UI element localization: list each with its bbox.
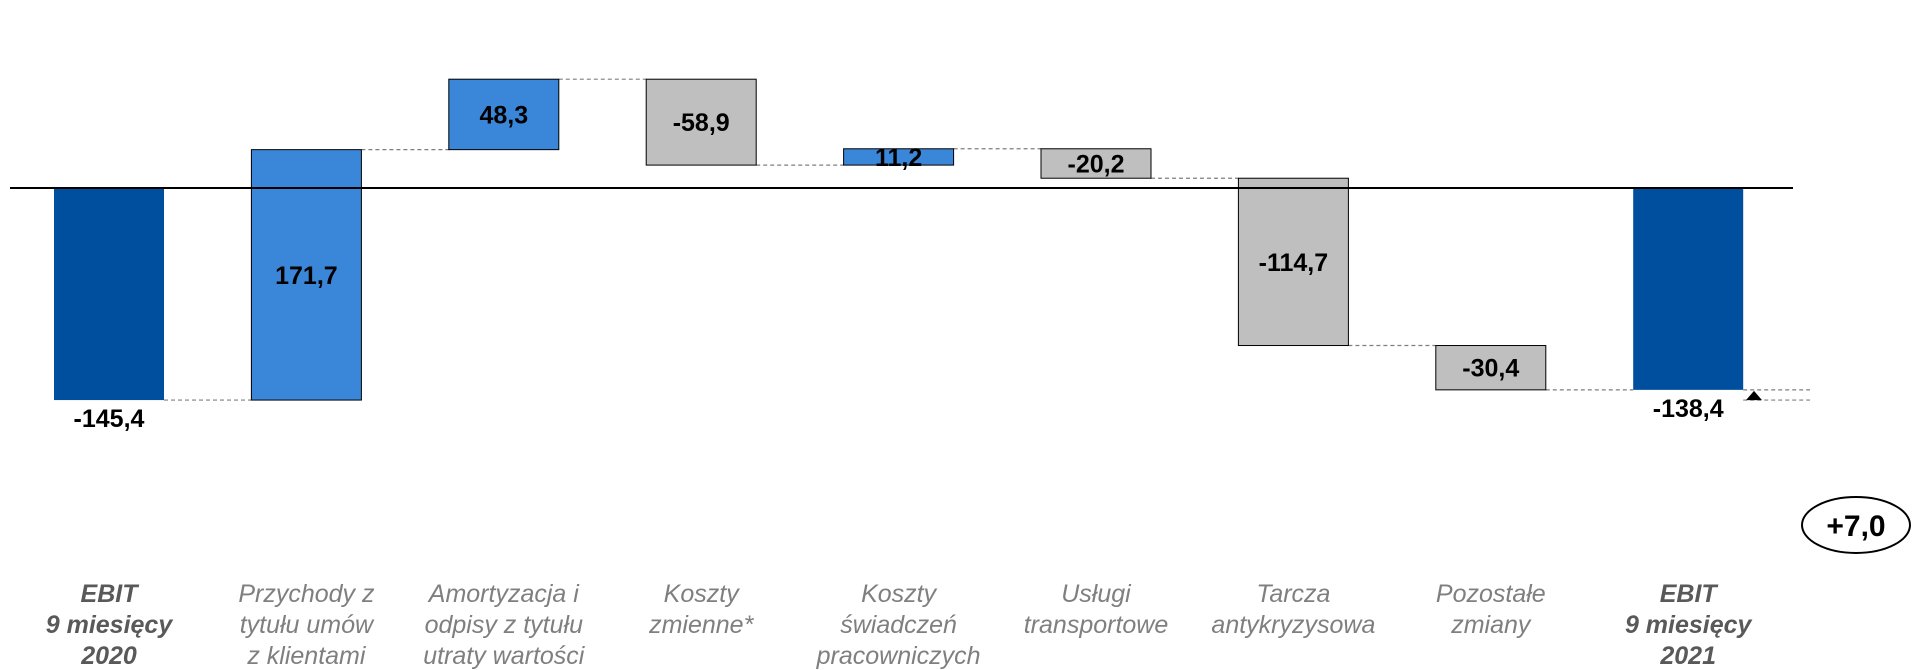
category-label: odpisy z tytułu <box>425 611 584 639</box>
bar <box>250 149 362 401</box>
delta-annotation: +7,0 <box>1743 389 1911 554</box>
bar <box>645 78 757 166</box>
bar <box>1237 177 1349 347</box>
bar <box>843 148 955 166</box>
bar-value-label: 48,3 <box>479 101 528 129</box>
bar <box>1633 188 1744 390</box>
bar-value-label: -58,9 <box>673 109 730 137</box>
category-label: pracowniczych <box>816 642 981 670</box>
bar <box>1040 148 1152 179</box>
category-label: utraty wartości <box>423 642 586 670</box>
bar-value-label: -138,4 <box>1653 395 1724 423</box>
connector-lines <box>164 78 1634 401</box>
category-label: Tarcza <box>1256 580 1330 608</box>
value-labels: -145,4 171,7 48,3 -58,9 11,2 -20,2 -114,7 -30,4… <box>74 101 1724 433</box>
bar <box>54 188 164 401</box>
category-label: Usługi <box>1061 580 1132 608</box>
category-label: 9 miesięcy <box>46 611 174 639</box>
category-label: EBIT <box>1660 580 1720 608</box>
bar-value-label: 11,2 <box>875 144 922 172</box>
bars <box>54 78 1744 401</box>
category-label: świadczeń <box>840 611 957 639</box>
category-label: EBIT <box>81 580 141 608</box>
category-label: zmienne* <box>648 611 754 639</box>
category-labels: EBIT 9 miesięcy 2020 Przychody z tytułu umów… <box>46 580 1753 670</box>
bar-value-label: -30,4 <box>1462 355 1519 383</box>
bar-value-label: -20,2 <box>1068 150 1125 178</box>
category-label: 2020 <box>80 642 137 670</box>
category-label: Pozostałe <box>1436 580 1546 608</box>
delta-arrow <box>1746 390 1762 401</box>
category-label: transportowe <box>1024 611 1169 639</box>
category-label: Amortyzacja i <box>427 580 580 608</box>
category-label: Przychody z <box>238 580 375 608</box>
bar-value-label: 171,7 <box>275 262 338 290</box>
delta-ellipse <box>1801 496 1911 554</box>
bar-value-label: -114,7 <box>1259 249 1329 277</box>
category-label: 9 miesięcy <box>1625 611 1753 639</box>
category-label: Koszty <box>861 580 938 608</box>
category-label: 2021 <box>1659 642 1716 670</box>
category-label: z klientami <box>246 642 367 670</box>
bar <box>448 78 560 151</box>
category-label: tytułu umów <box>240 611 375 639</box>
bar <box>1435 345 1547 391</box>
category-label: zmiany <box>1450 611 1532 639</box>
bar-value-label: -145,4 <box>74 405 145 433</box>
delta-label: +7,0 <box>1826 510 1885 543</box>
category-label: antykryzysowa <box>1211 611 1375 639</box>
category-label: Koszty <box>664 580 741 608</box>
